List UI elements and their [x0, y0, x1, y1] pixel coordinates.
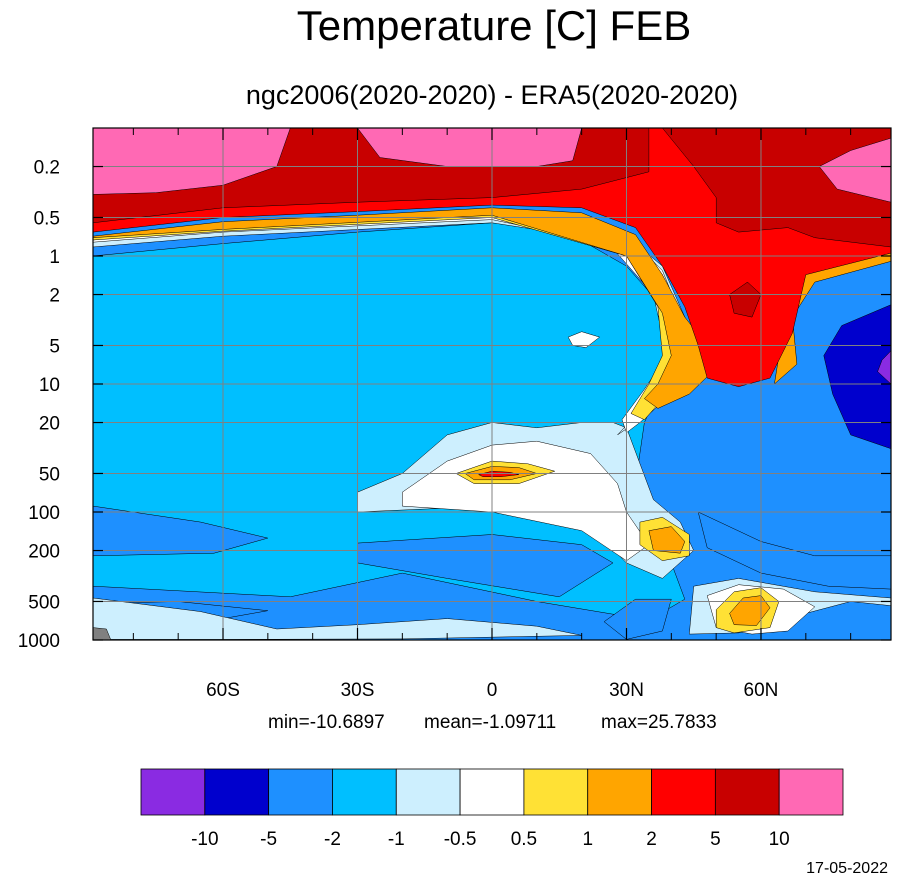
stat-max: max=25.7833: [601, 712, 717, 733]
x-axis: 60S 30S 0 30N 60N: [132, 128, 852, 701]
colorbar-swatch: [395, 768, 461, 816]
colorbar-swatch: [714, 768, 780, 816]
y-axis: 0.2 0.5 1 2 5 10 20 50 100 200 500 1000: [18, 158, 891, 652]
y-tick-label: 10: [39, 375, 60, 396]
colorbar-swatch: [332, 768, 397, 816]
colorbar-label: 2: [646, 829, 657, 850]
x-tick-label: 30N: [609, 680, 644, 701]
contour-region-37: [93, 627, 112, 640]
contour-region-3: [823, 304, 891, 449]
colorbar-label: 1: [582, 829, 593, 850]
y-tick-label: 20: [39, 414, 60, 435]
chart-subtitle: ngc2006(2020-2020) - ERA5(2020-2020): [246, 80, 738, 110]
contour-region-4: [877, 350, 891, 385]
colorbar-swatch: [459, 768, 525, 816]
colorbar-swatch: [651, 768, 716, 816]
x-tick-label: 60S: [206, 680, 240, 701]
x-tick-label: 60N: [744, 680, 779, 701]
colorbar-swatch: [204, 768, 270, 816]
y-tick-label: 5: [49, 336, 60, 357]
x-tick-label: 0: [487, 680, 498, 701]
colorbar-label: -0.5: [444, 829, 477, 850]
contour-region-25: [648, 526, 686, 554]
y-tick-label: 2: [49, 286, 60, 307]
colorbar-label: 10: [769, 829, 790, 850]
y-tick-label: 200: [28, 542, 60, 563]
colorbar-swatch: [140, 768, 206, 816]
colorbar-label: 0.5: [511, 829, 537, 850]
y-tick-label: 50: [39, 464, 60, 485]
contour-region-26: [729, 595, 771, 626]
x-tick-label: 30S: [341, 680, 375, 701]
contour-region-6: [93, 505, 269, 557]
colorbar-label: -10: [191, 829, 218, 850]
y-tick-label: 1: [49, 247, 60, 268]
contour-region-10: [603, 598, 672, 640]
colorbar-label: 5: [710, 829, 721, 850]
colorbar-label: -1: [388, 829, 405, 850]
colorbar-label: -2: [324, 829, 341, 850]
colorbar-swatch: [268, 768, 333, 816]
y-tick-label: 1000: [18, 631, 60, 652]
y-tick-label: 0.2: [34, 158, 60, 179]
colorbar-swatch: [587, 768, 652, 816]
y-tick-label: 500: [28, 592, 60, 613]
colorbar-swatch: [523, 768, 589, 816]
grid-layer: [93, 128, 891, 640]
y-tick-label: 0.5: [34, 208, 60, 229]
contour-region-19: [567, 331, 600, 348]
colorbar: -10 -5 -2 -1 -0.5 0.5 1 2 5 10: [140, 768, 844, 850]
y-tick-label: 100: [28, 503, 60, 524]
date-stamp: 17-05-2022: [806, 860, 888, 877]
chart-title: Temperature [C] FEB: [297, 2, 691, 49]
contour-region-33: [729, 281, 762, 318]
contour-region-27: [93, 207, 717, 409]
stat-min: min=-10.6897: [268, 712, 385, 733]
contour-region-36: [819, 137, 891, 203]
colorbar-label: -5: [260, 829, 277, 850]
colorbar-swatch: [778, 768, 844, 816]
stat-mean: mean=-1.09711: [424, 712, 556, 733]
stats-line: min=-10.6897 mean=-1.09711 max=25.7833: [268, 712, 717, 733]
